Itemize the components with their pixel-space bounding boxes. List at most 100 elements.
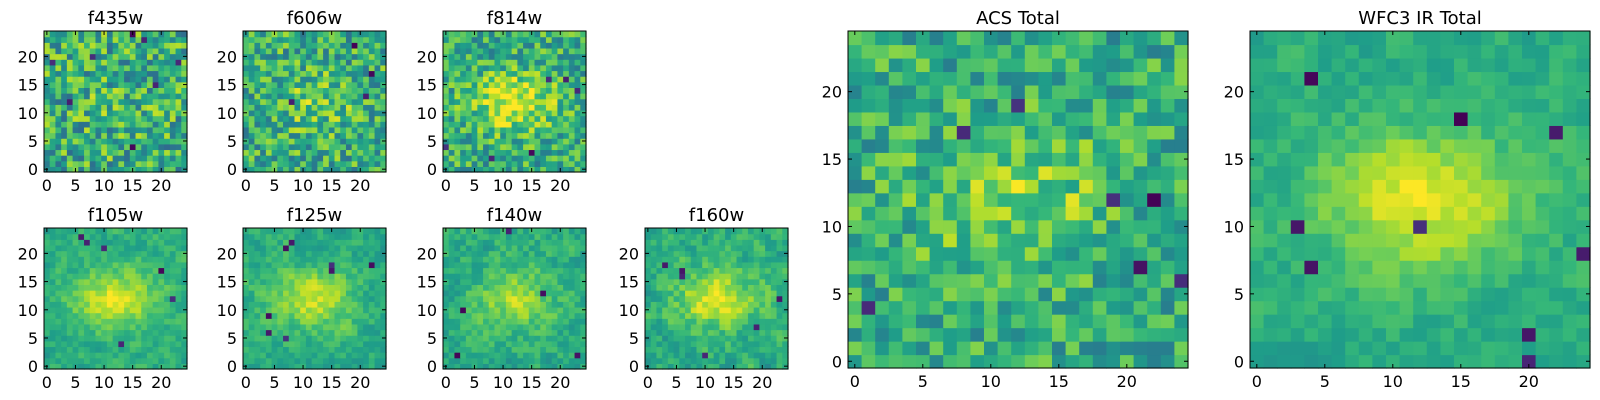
heatmap-cell [534,143,541,151]
heatmap-cell [175,329,182,336]
heatmap-cell [141,64,148,72]
heatmap-cell [141,121,148,128]
heatmap-cell [1174,246,1189,261]
heatmap-cell [78,306,85,314]
heatmap-cell [568,166,576,173]
heatmap-cell [782,290,789,297]
heatmap-cell [483,53,490,60]
heatmap-cell [288,81,296,88]
heatmap-cell [770,312,778,319]
heatmap-cell [118,284,125,291]
heatmap-cell [49,70,57,77]
heatmap-cell [55,306,62,314]
heatmap-cell [112,346,119,353]
heatmap-cell [528,323,536,331]
heatmap-cell [66,352,74,359]
heatmap-cell [248,284,256,291]
heatmap-cell [254,290,261,297]
heatmap-cell [528,132,536,139]
heatmap-cell [970,179,985,194]
heatmap-cell [380,239,387,246]
heatmap-cell [169,346,177,353]
heatmap-cell [776,267,783,274]
heatmap-cell [702,312,709,319]
heatmap-cell [300,261,307,269]
heatmap-cell [528,267,536,274]
heatmap-cell [84,261,91,269]
heatmap-cell [534,256,541,263]
heatmap-cell [500,47,507,55]
heatmap-cell [311,323,318,331]
heatmap-cell [471,126,478,134]
heatmap-cell [557,104,564,111]
heatmap-cell [782,318,789,325]
heatmap-cell [283,53,290,60]
heatmap-cell [175,87,182,94]
heatmap-cell [540,143,547,151]
heatmap-cell [1065,341,1080,356]
heatmap-cell [357,115,364,122]
heatmap-cell [164,250,171,257]
heatmap-cell [730,267,738,274]
heatmap-cell [340,64,347,72]
heatmap-cell [523,233,530,240]
heatmap-cell [551,329,558,336]
heatmap-cell [49,295,57,302]
heatmap-cell [152,352,159,359]
heatmap-cell [363,132,370,139]
heatmap-cell [448,228,456,235]
heatmap-cell [317,284,324,291]
heatmap-cell [662,352,669,359]
heatmap-cell [1011,219,1026,234]
heatmap-cell [305,278,313,285]
heatmap-cell [124,104,131,111]
heatmap-cell [277,256,284,263]
heatmap-cell [334,239,341,246]
heatmap-cell [152,87,159,94]
heatmap-cell [673,340,680,348]
heatmap-cell [72,273,79,280]
heatmap-cell [164,59,171,66]
heatmap-cell [141,363,148,370]
heatmap-cell [44,340,51,348]
heatmap-cell [49,312,57,319]
heatmap-cell [443,121,450,128]
heatmap-cell [645,256,652,263]
heatmap-cell [101,126,108,134]
heatmap-cell [656,267,663,274]
heatmap-cell [902,152,917,167]
heatmap-cell [730,290,738,297]
heatmap-cell [848,273,863,288]
heatmap-cell [260,81,267,88]
heatmap-cell [248,70,256,77]
heatmap-cell [66,87,74,94]
heatmap-cell [181,233,188,240]
heatmap-cell [129,70,137,77]
heatmap-cell [943,314,958,329]
heatmap-cell [72,93,79,100]
heatmap-cell [363,256,370,263]
heatmap-cell [294,318,301,325]
heatmap-cell [323,335,330,342]
heatmap-cell [505,306,513,314]
heatmap-cell [146,70,154,77]
heatmap-cell [483,115,490,122]
heatmap-cell [164,278,171,285]
heatmap-cell [557,42,564,49]
heatmap-cell [305,47,313,55]
heatmap-cell [448,329,456,336]
heatmap-cell [271,312,278,319]
heatmap-cell [334,109,341,117]
y-tick-label: 20 [18,47,38,66]
heatmap-cell [956,246,971,261]
heatmap-cell [736,346,743,353]
heatmap-cell [363,109,370,117]
heatmap-cell [254,70,261,77]
heatmap-cell [483,149,490,156]
heatmap-cell [448,250,456,257]
heatmap-cell [101,115,108,122]
heatmap-cell [72,81,79,88]
heatmap-cell [1120,260,1135,275]
heatmap-cell [454,261,461,269]
